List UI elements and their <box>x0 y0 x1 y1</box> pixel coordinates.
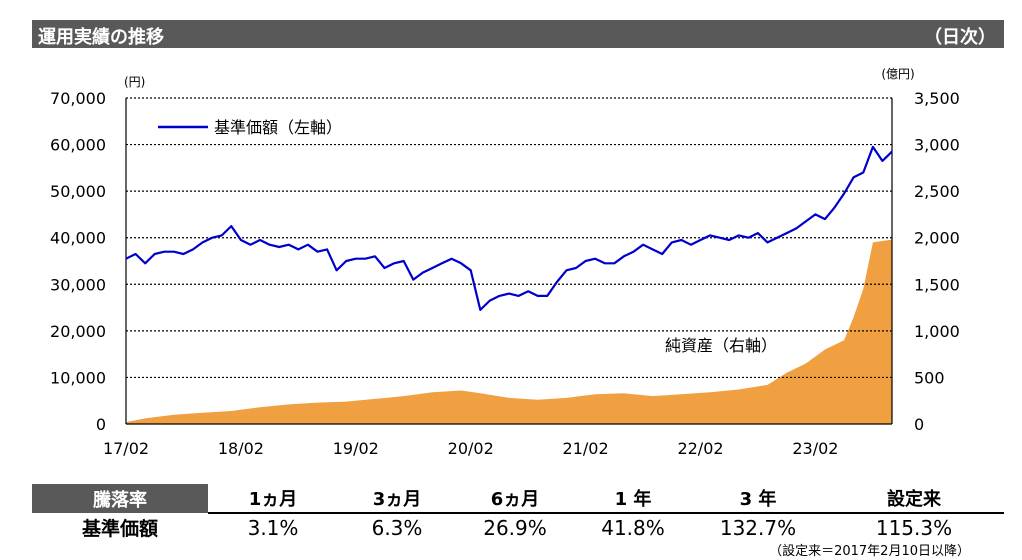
left-tick-label: 50,000 <box>50 182 106 201</box>
footnote: （設定来＝2017年2月10日以降） <box>769 544 970 559</box>
performance-chart: 0 10,000 20,000 30,000 40,000 50,000 60,000 70,… <box>50 67 960 458</box>
net-assets-label: 純資産（右軸） <box>665 336 777 355</box>
column-header: 6ヵ月 <box>456 484 574 514</box>
x-tick-label: 18/02 <box>218 439 264 458</box>
return-value: 6.3% <box>371 516 423 540</box>
right-tick-label: 2,500 <box>914 182 960 201</box>
left-tick-label: 20,000 <box>50 322 106 341</box>
return-value: 3.1% <box>247 516 299 540</box>
left-tick-label: 60,000 <box>50 136 106 155</box>
table-header-row: 騰落率 1ヵ月 3ヵ月 6ヵ月 1 年 3 年 設定来 <box>32 484 1004 514</box>
column-header: 1ヵ月 <box>208 484 338 514</box>
section-title: 運用実績の推移 <box>38 27 164 48</box>
right-tick-label: 3,000 <box>914 136 960 155</box>
left-axis-unit: (円) <box>124 75 145 89</box>
left-tick-label: 0 <box>96 415 106 434</box>
left-tick-label: 40,000 <box>50 229 106 248</box>
x-tick-label: 19/02 <box>333 439 379 458</box>
x-tick-label: 20/02 <box>448 439 494 458</box>
right-tick-label: 1,000 <box>914 322 960 341</box>
section-header: 運用実績の推移 （日次） <box>32 20 1004 48</box>
performance-table: 騰落率 1ヵ月 3ヵ月 6ヵ月 1 年 3 年 設定来 基準価額 3.1% 6.… <box>32 484 1004 542</box>
x-tick-label: 17/02 <box>103 439 149 458</box>
x-tick-label: 22/02 <box>677 439 723 458</box>
net-assets-area <box>126 239 892 424</box>
frequency-label: （日次） <box>924 27 996 48</box>
return-value: 26.9% <box>483 516 547 540</box>
return-header: 騰落率 <box>32 484 208 513</box>
x-tick-label: 23/02 <box>792 439 838 458</box>
return-value: 41.8% <box>601 516 665 540</box>
right-tick-label: 0 <box>914 415 924 434</box>
right-tick-label: 2,000 <box>914 229 960 248</box>
right-axis-unit: (億円) <box>881 67 914 81</box>
column-header: 1 年 <box>574 484 692 514</box>
legend-label: 基準価額（左軸） <box>214 118 342 137</box>
left-tick-label: 10,000 <box>50 368 106 387</box>
x-tick-label: 21/02 <box>563 439 609 458</box>
return-value: 132.7% <box>719 516 797 540</box>
column-header: 3 年 <box>692 484 824 514</box>
nav-price-line <box>125 145 893 311</box>
right-tick-label: 1,500 <box>914 275 960 294</box>
left-tick-label: 30,000 <box>50 275 106 294</box>
right-tick-label: 500 <box>914 368 945 387</box>
return-value: 115.3% <box>875 516 953 540</box>
right-tick-label: 3,500 <box>914 89 960 108</box>
table-row: 基準価額 3.1% 6.3% 26.9% 41.8% 132.7% 115.3% <box>32 513 1004 542</box>
column-header: 設定来 <box>824 484 1004 514</box>
column-header: 3ヵ月 <box>338 484 456 514</box>
left-tick-label: 70,000 <box>50 89 106 108</box>
row-label: 基準価額 <box>81 518 158 540</box>
